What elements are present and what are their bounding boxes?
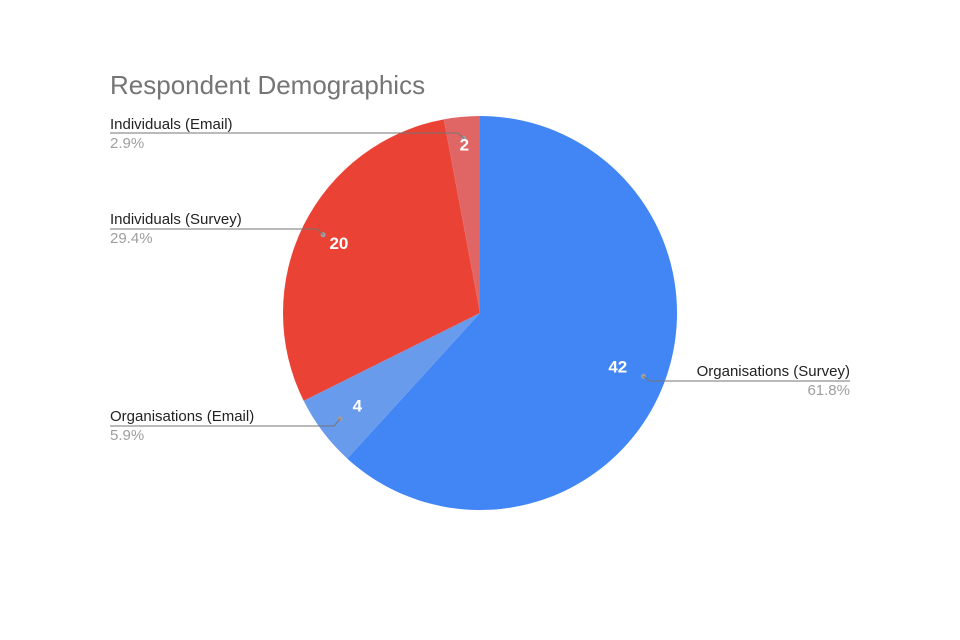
chart-title: Respondent Demographics [110,70,425,100]
percent-label-individuals-email: 2.9% [110,135,144,152]
slice-individuals-survey [282,119,480,401]
value-label-individuals-email: 2 [460,135,469,154]
leader-line-organisations-email [110,418,341,427]
percent-label-organisations-survey: 61.8% [807,382,850,399]
category-label-organisations-email: Organisations (Email) [110,408,254,425]
percent-label-individuals-survey: 29.4% [110,230,153,247]
leader-line-organisations-survey [643,375,850,382]
leader-line-individuals-email [110,132,465,139]
value-label-individuals-survey: 20 [329,234,348,253]
slice-labels: 42 Organisations (Survey) 61.8% 4 Organisati… [110,116,850,444]
slice-organisations-email [303,313,480,459]
slice-individuals-email [443,116,480,313]
leader-line-individuals-survey [110,228,324,236]
value-label-organisations-email: 4 [353,397,363,416]
category-label-individuals-survey: Individuals (Survey) [110,211,242,228]
category-label-individuals-email: Individuals (Email) [110,116,233,133]
percent-label-organisations-email: 5.9% [110,427,144,444]
value-label-organisations-survey: 42 [608,357,627,376]
slice-organisations-survey [347,116,678,510]
pie-slices [282,116,678,510]
category-label-organisations-survey: Organisations (Survey) [697,363,850,380]
leader-lines [110,132,850,427]
